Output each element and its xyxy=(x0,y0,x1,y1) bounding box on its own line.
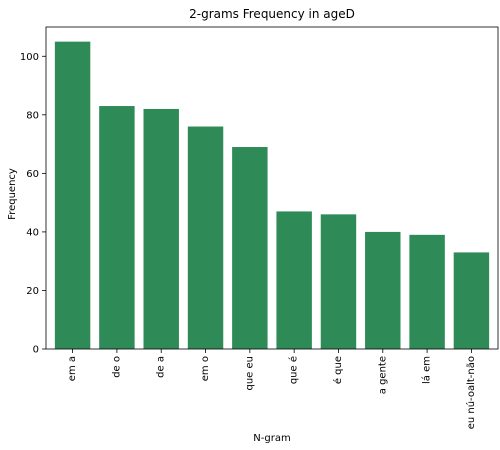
bar-5 xyxy=(276,211,312,349)
bar-9 xyxy=(453,252,490,349)
x-tick-label-0: em a xyxy=(67,356,78,381)
x-tick-label-2: de a xyxy=(156,356,167,378)
bar-6 xyxy=(320,214,357,349)
x-tick-label-1: de o xyxy=(111,356,122,378)
y-tick-label-3: 60 xyxy=(26,169,39,180)
y-tick-label-1: 20 xyxy=(26,286,39,297)
x-tick-label-6: é que xyxy=(332,356,344,384)
y-tick-label-4: 80 xyxy=(26,110,39,121)
x-tick-label-3: em o xyxy=(200,356,211,381)
x-axis-ticks: em a de o de a em o que eu que é é que a gente l… xyxy=(67,349,477,429)
bar-1 xyxy=(99,106,135,349)
bar-3 xyxy=(187,126,224,349)
chart-title: 2-grams Frequency in ageD xyxy=(189,7,355,21)
plot-frame xyxy=(45,26,499,350)
y-axis-title: Frequency xyxy=(7,168,18,220)
x-tick-label-4: que eu xyxy=(244,356,255,391)
x-tick-label-9: eu nú-oalt-não xyxy=(465,356,477,429)
bar-4 xyxy=(232,147,268,349)
y-tick-label-2: 40 xyxy=(26,227,39,238)
x-tick-label-7: a gente xyxy=(377,356,388,394)
y-axis-ticks: 0 20 40 60 80 100 xyxy=(20,52,46,356)
x-tick-label-5: que é xyxy=(288,356,300,384)
bars-group xyxy=(54,41,490,350)
bar-8 xyxy=(409,234,445,349)
bar-7 xyxy=(365,231,401,349)
x-axis-title: N-gram xyxy=(253,433,290,444)
bar-0 xyxy=(54,41,91,349)
bar-2 xyxy=(143,108,179,350)
x-tick-label-8: lá em xyxy=(421,356,433,384)
y-tick-label-0: 0 xyxy=(33,345,39,356)
y-tick-label-5: 100 xyxy=(20,52,39,63)
